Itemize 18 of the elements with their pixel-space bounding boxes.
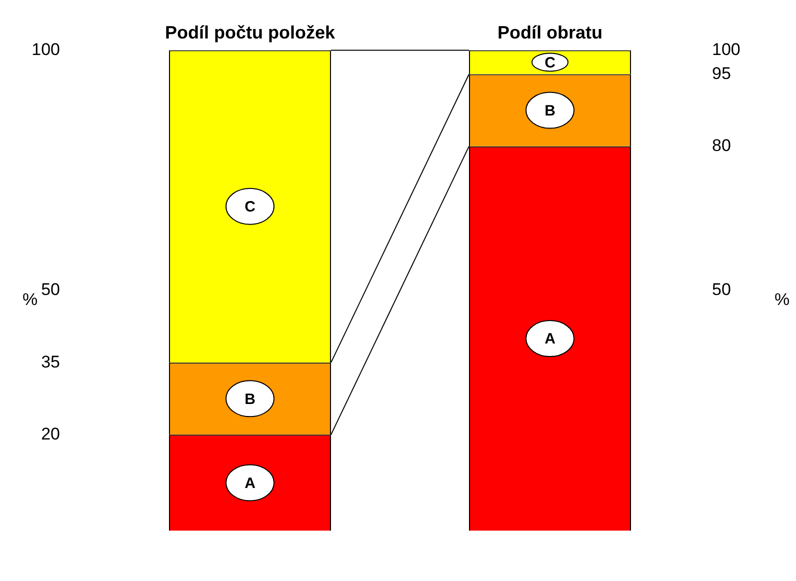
y-tick-label: 50 — [41, 280, 60, 300]
text: B — [244, 390, 256, 408]
text: A — [544, 330, 556, 348]
y2-tick-label: 80 — [712, 136, 731, 156]
series-label: B — [544, 102, 556, 120]
y-tick-label: 35 — [41, 352, 60, 372]
y2-tick-label: 50 — [712, 280, 731, 300]
y2-axis-title: % — [774, 290, 790, 310]
x-tick-label: Podíl počtu položek — [165, 22, 336, 42]
x-tick-label: Podíl obratu — [498, 22, 602, 42]
series-label: A — [244, 474, 256, 492]
y-tick-label: 20 — [41, 424, 60, 444]
text: C — [244, 198, 256, 216]
y-axis-title: % — [22, 290, 38, 310]
y-tick-label: 100 — [32, 40, 60, 59]
series-label: C — [544, 54, 556, 72]
y2-tick-label: 95 — [712, 64, 731, 83]
y2-tick-label: 100 — [712, 40, 740, 59]
